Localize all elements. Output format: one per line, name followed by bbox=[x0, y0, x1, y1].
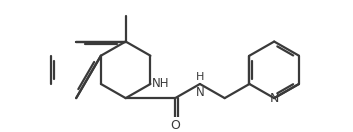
Text: N: N bbox=[196, 86, 204, 99]
Text: N: N bbox=[269, 92, 279, 105]
Text: NH: NH bbox=[152, 77, 170, 90]
Text: H: H bbox=[196, 72, 204, 82]
Text: O: O bbox=[170, 119, 180, 132]
